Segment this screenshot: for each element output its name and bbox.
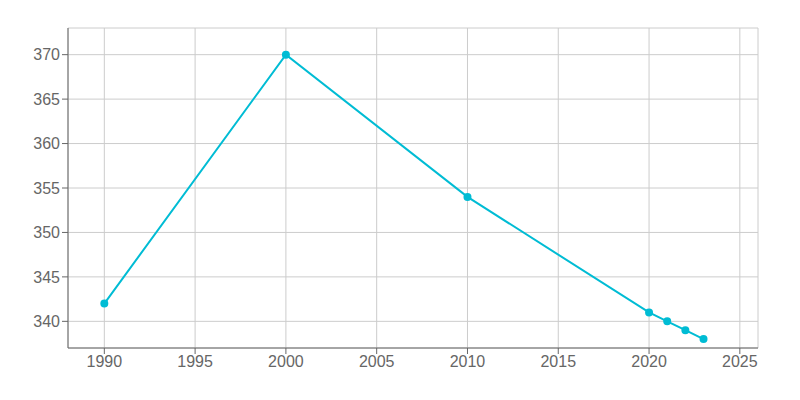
svg-text:2015: 2015 [540, 353, 576, 370]
svg-text:1990: 1990 [87, 353, 123, 370]
svg-text:360: 360 [33, 135, 60, 152]
svg-text:350: 350 [33, 224, 60, 241]
svg-text:2010: 2010 [450, 353, 486, 370]
svg-text:345: 345 [33, 269, 60, 286]
svg-text:355: 355 [33, 180, 60, 197]
svg-text:2005: 2005 [359, 353, 395, 370]
svg-text:2000: 2000 [268, 353, 304, 370]
svg-text:2020: 2020 [631, 353, 667, 370]
svg-text:365: 365 [33, 91, 60, 108]
svg-text:2025: 2025 [722, 353, 758, 370]
svg-text:1995: 1995 [177, 353, 213, 370]
svg-text:340: 340 [33, 313, 60, 330]
svg-text:370: 370 [33, 46, 60, 63]
